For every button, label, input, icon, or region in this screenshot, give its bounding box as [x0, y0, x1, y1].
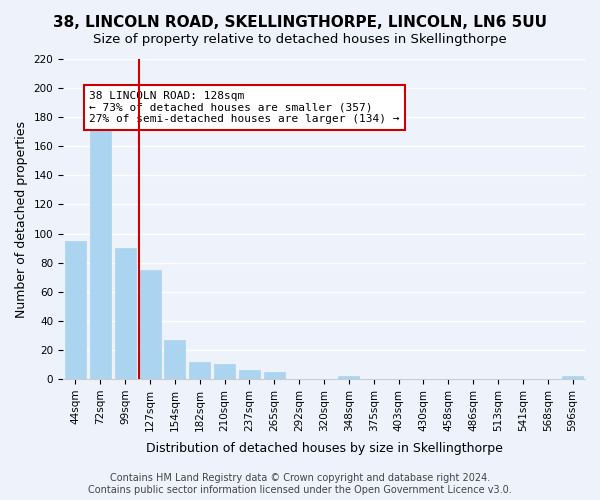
Bar	[189, 362, 210, 379]
Y-axis label: Number of detached properties: Number of detached properties	[15, 120, 28, 318]
Bar	[65, 241, 86, 379]
Bar	[239, 370, 260, 379]
Text: 38, LINCOLN ROAD, SKELLINGTHORPE, LINCOLN, LN6 5UU: 38, LINCOLN ROAD, SKELLINGTHORPE, LINCOL…	[53, 15, 547, 30]
Bar	[562, 376, 583, 379]
Bar	[264, 372, 285, 379]
Bar	[338, 376, 359, 379]
Bar	[139, 270, 161, 379]
X-axis label: Distribution of detached houses by size in Skellingthorpe: Distribution of detached houses by size …	[146, 442, 502, 455]
Bar	[164, 340, 185, 379]
Bar	[90, 126, 111, 379]
Text: Size of property relative to detached houses in Skellingthorpe: Size of property relative to detached ho…	[93, 32, 507, 46]
Text: 38 LINCOLN ROAD: 128sqm
← 73% of detached houses are smaller (357)
27% of semi-d: 38 LINCOLN ROAD: 128sqm ← 73% of detache…	[89, 91, 400, 124]
Bar	[214, 364, 235, 379]
Bar	[115, 248, 136, 379]
Text: Contains HM Land Registry data © Crown copyright and database right 2024.
Contai: Contains HM Land Registry data © Crown c…	[88, 474, 512, 495]
